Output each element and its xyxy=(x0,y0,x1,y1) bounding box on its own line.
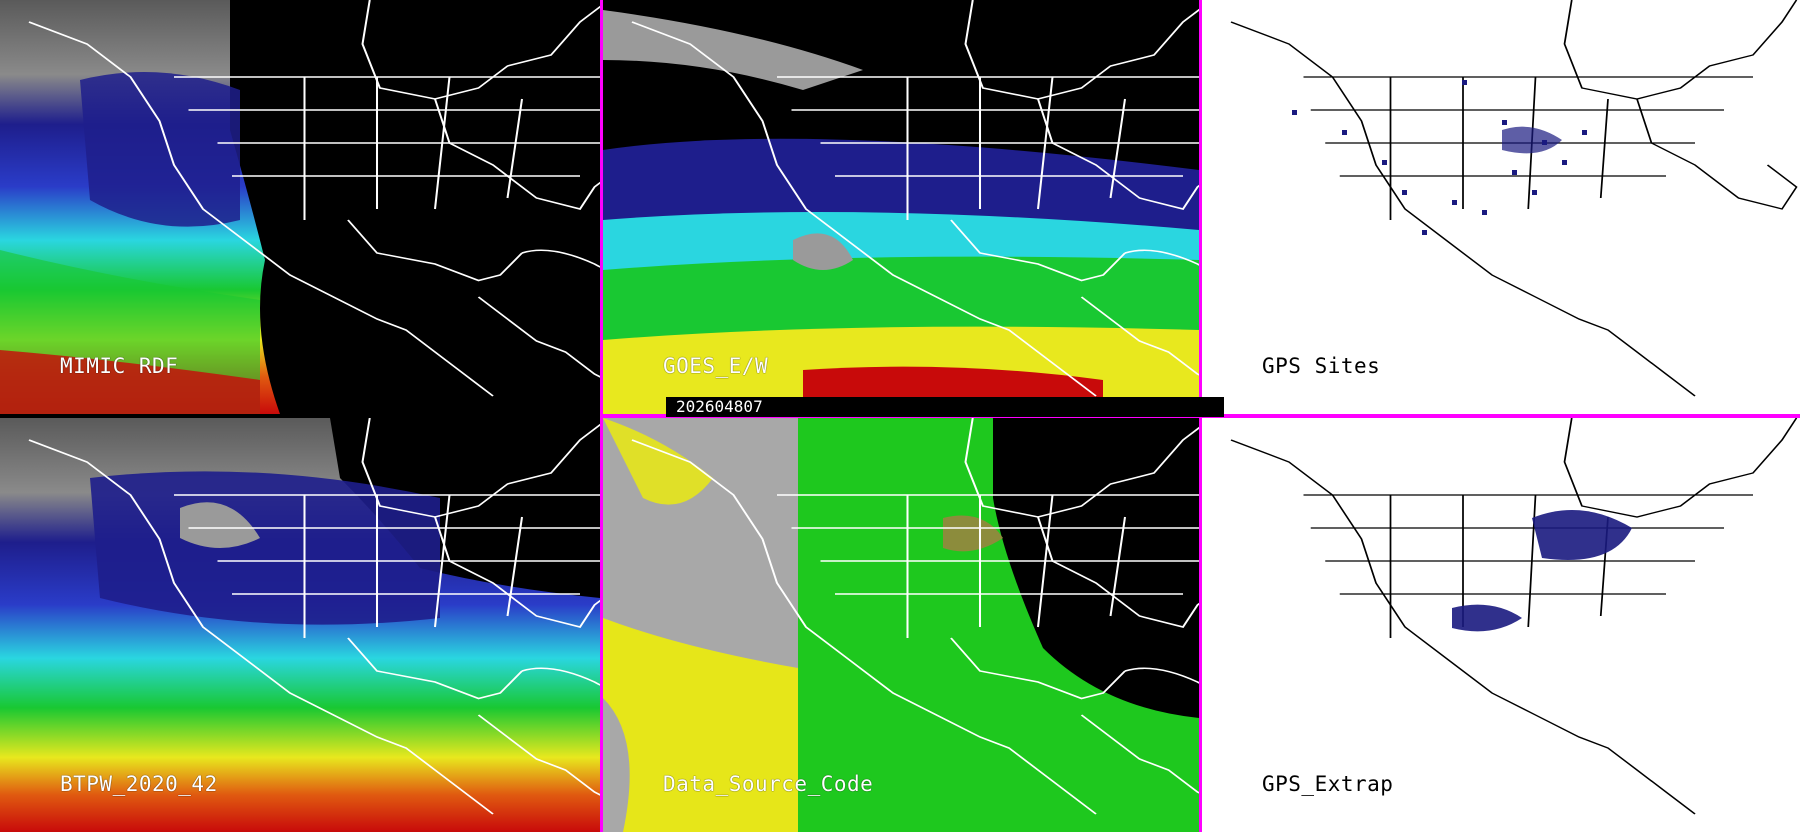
panel-label-gps-extrap: GPS_Extrap xyxy=(1262,772,1394,796)
panel-mimic-rdf: MIMIC RDF xyxy=(0,0,600,414)
panel-goes: GOES_E/W xyxy=(603,0,1199,414)
panel-data-source-code: Data_Source_Code xyxy=(603,418,1199,832)
panel-label-mimic-rdf: MIMIC RDF xyxy=(60,354,179,378)
panel-gps-extrap: GPS_Extrap xyxy=(1202,418,1800,832)
tpw-map-mimic xyxy=(0,0,600,414)
panel-label-goes: GOES_E/W xyxy=(663,354,769,378)
panel-label-gps-sites: GPS Sites xyxy=(1262,354,1381,378)
gps-sites-map xyxy=(1202,0,1800,414)
tpw-map-btpw xyxy=(0,418,600,832)
panel-label-btpw: BTPW_2020_42 xyxy=(60,772,218,796)
gps-extrap-map xyxy=(1202,418,1800,832)
data-source-code-map xyxy=(603,418,1199,832)
tpw-map-goes xyxy=(603,0,1199,414)
gps-site-markers xyxy=(1292,80,1587,235)
panel-label-data-source-code: Data_Source_Code xyxy=(663,772,874,796)
panel-btpw: BTPW_2020_42 xyxy=(0,418,600,832)
timestamp-bar: 202604807 xyxy=(666,397,1224,417)
panel-gps-sites: GPS Sites 183 xyxy=(1202,0,1800,414)
